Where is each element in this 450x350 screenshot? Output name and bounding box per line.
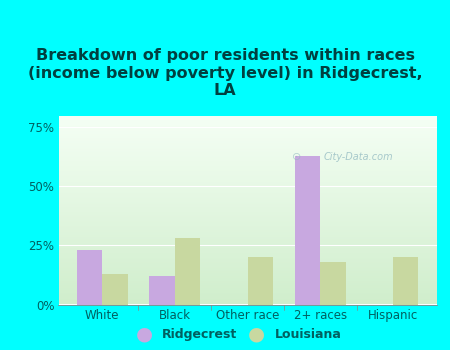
Bar [320,262,346,304]
Bar [295,156,320,304]
Bar [149,276,175,304]
Text: ⊙: ⊙ [292,152,302,162]
Text: Ridgecrest: Ridgecrest [162,328,237,341]
Bar [76,250,102,304]
Text: Breakdown of poor residents within races
(income below poverty level) in Ridgecr: Breakdown of poor residents within races… [28,48,422,98]
Bar [175,238,200,304]
Text: Louisiana: Louisiana [274,328,342,341]
Bar [393,257,419,304]
Text: ●: ● [248,325,265,344]
Text: City-Data.com: City-Data.com [323,152,393,162]
Text: ●: ● [135,325,153,344]
Bar [102,274,127,304]
Bar [248,257,273,304]
